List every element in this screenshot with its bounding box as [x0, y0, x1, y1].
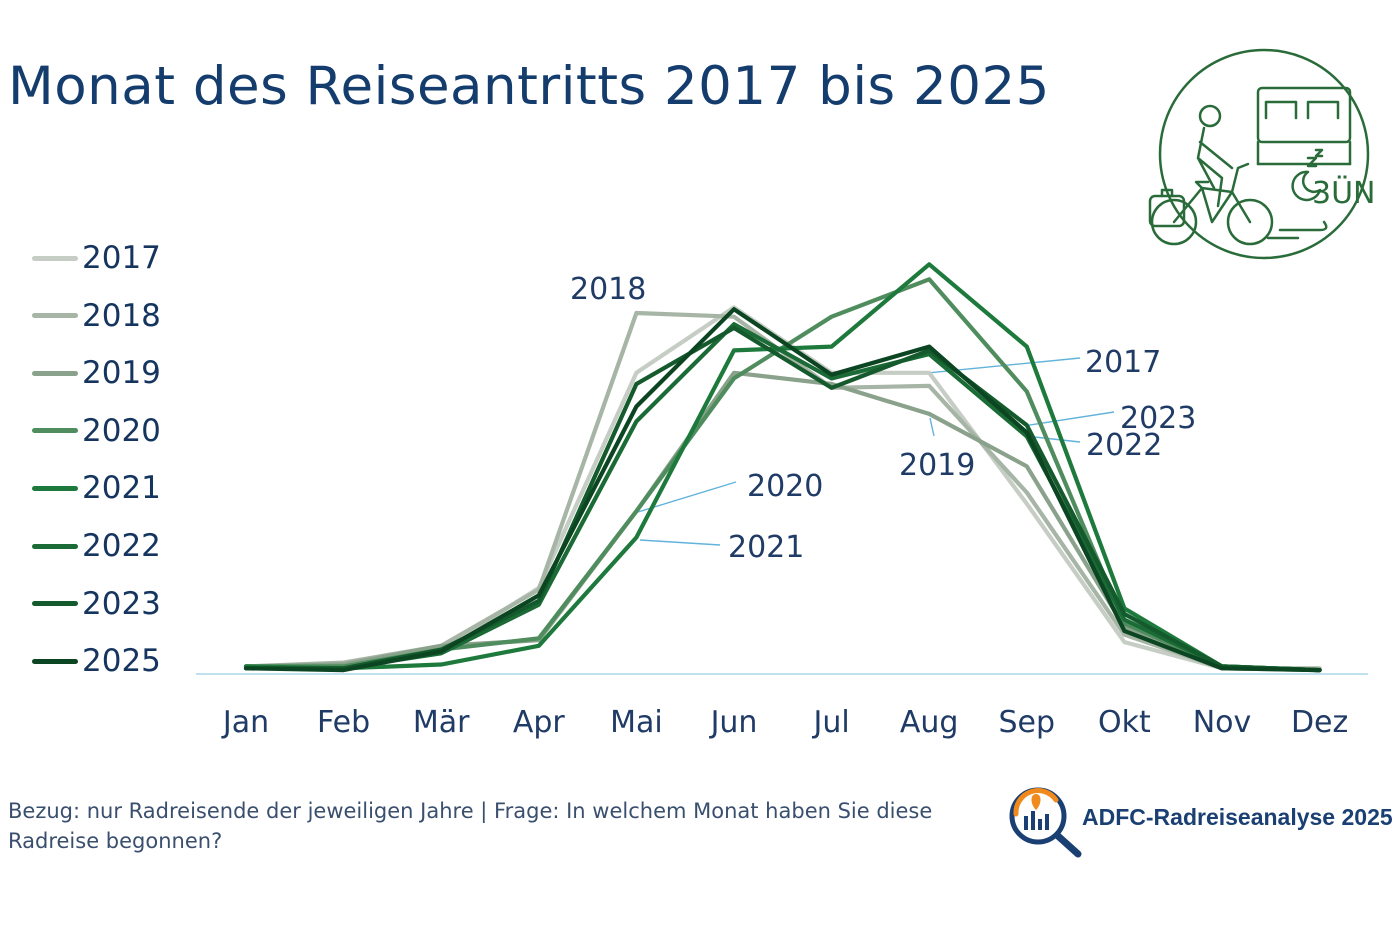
legend-item-2018: 2018 — [32, 296, 161, 336]
source-note: Bezug: nur Radreisende der jeweiligen Ja… — [8, 799, 933, 853]
legend-swatch — [32, 658, 78, 664]
x-tick-label: Nov — [1193, 705, 1252, 740]
legend-item-2019: 2019 — [32, 353, 161, 393]
legend-swatch — [32, 543, 78, 549]
legend-swatch — [32, 255, 78, 261]
x-tick-label: Mär — [413, 705, 470, 740]
annotation-leader-2022 — [1028, 435, 1081, 443]
annotation-label-2017: 2017 — [1085, 345, 1161, 380]
x-tick-label: Aug — [900, 705, 959, 740]
legend-item-2020: 2020 — [32, 411, 161, 451]
legend-label: 2025 — [82, 643, 161, 680]
x-tick-label: Jan — [221, 705, 269, 740]
cyclist-bed-icon — [1148, 48, 1370, 260]
x-tick-label: Okt — [1098, 705, 1151, 740]
legend-item-2022: 2022 — [32, 526, 161, 566]
x-tick-label: Mai — [610, 705, 663, 740]
legend-item-2021: 2021 — [32, 468, 161, 508]
x-tick-label: Feb — [317, 705, 370, 740]
cyclist-bed-badge: 3ÜN — [1140, 46, 1380, 266]
legend-swatch — [32, 485, 78, 491]
x-tick-label: Dez — [1291, 705, 1348, 740]
overnight-stays-text: 3ÜN — [1312, 176, 1376, 211]
annotation-label-2023: 2023 — [1120, 401, 1196, 436]
legend-swatch — [32, 313, 78, 319]
legend-label: 2020 — [82, 412, 161, 449]
legend-label: 2019 — [82, 355, 161, 392]
annotation-label-2020: 2020 — [747, 469, 823, 504]
legend-swatch — [32, 428, 78, 434]
legend-label: 2017 — [82, 240, 161, 276]
x-tick-label: Apr — [513, 705, 566, 740]
legend-swatch — [32, 601, 78, 607]
legend-label: 2022 — [82, 528, 161, 564]
x-tick-label: Sep — [999, 705, 1056, 740]
series-lines — [243, 262, 1322, 673]
annotation-leader-2021 — [639, 539, 721, 546]
annotation-label-2022: 2022 — [1086, 428, 1162, 463]
legend-label: 2018 — [82, 297, 161, 334]
annotation-leader-2019 — [929, 417, 935, 437]
x-tick-label: Jun — [709, 705, 758, 740]
x-tick-label: Jul — [811, 705, 849, 740]
magnifier-chart-icon — [1009, 787, 1082, 858]
x-tick-labels: Jan Feb Mär Apr Mai Jun Jul Aug Sep Okt Nov Dez — [221, 705, 1348, 740]
brand-logo: ADFC-Radreiseanalyse 2025 — [1006, 784, 1396, 864]
series-line-2019 — [243, 370, 1322, 673]
annotation-label-2021: 2021 — [728, 530, 804, 565]
chart-title: Monat des Reiseantritts 2017 bis 2025 — [8, 56, 1050, 117]
annotation-label-2018: 2018 — [570, 272, 646, 307]
annotation-leader-2023 — [1028, 411, 1115, 426]
legend-swatch — [32, 370, 78, 376]
series-line-2021 — [243, 262, 1322, 673]
legend-item-2017: 2017 — [32, 238, 161, 278]
brand-text: ADFC-Radreiseanalyse 2025 — [1082, 804, 1393, 830]
legend-item-2023: 2023 — [32, 584, 161, 624]
legend-label: 2023 — [82, 585, 161, 622]
legend-label: 2021 — [82, 470, 161, 507]
annotation-label-2019: 2019 — [899, 448, 975, 483]
legend-item-2025: 2025 — [32, 641, 161, 681]
series-line-2025 — [243, 307, 1322, 673]
